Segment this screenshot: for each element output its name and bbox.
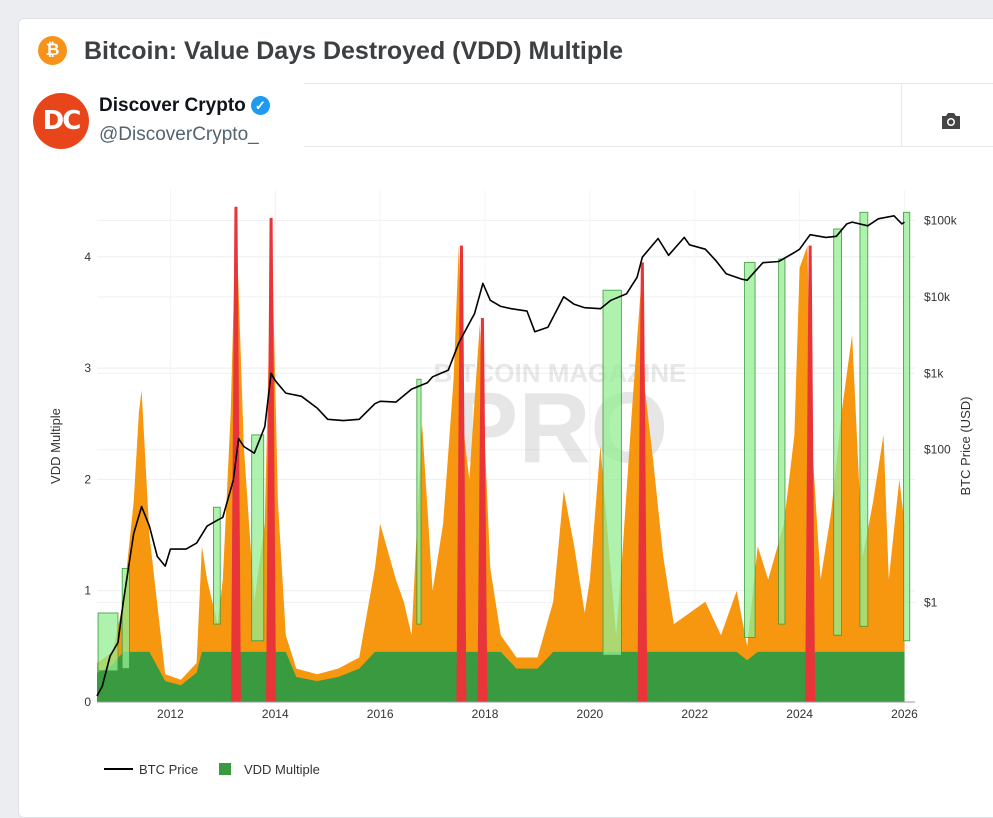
camera-icon[interactable] bbox=[940, 112, 962, 130]
legend-label-vdd-multiple: VDD Multiple bbox=[244, 762, 320, 777]
btc-price-path bbox=[96, 215, 905, 697]
y-axis-title-left: VDD Multiple bbox=[48, 408, 63, 484]
y-tick-left-2: 2 bbox=[84, 472, 91, 486]
legend-label-btc-price: BTC Price bbox=[139, 762, 198, 777]
y-axis-title-right: BTC Price (USD) bbox=[958, 397, 973, 496]
x-tick-2: 2016 bbox=[367, 707, 394, 721]
x-tick-0: 2012 bbox=[157, 707, 184, 721]
page-title: Bitcoin: Value Days Destroyed (VDD) Mult… bbox=[84, 37, 623, 65]
red-spike-4 bbox=[637, 262, 648, 702]
tweet-author[interactable]: Discover Crypto ✓ bbox=[99, 95, 270, 117]
bitcoin-icon: ₿ bbox=[38, 36, 67, 65]
green-band-5 bbox=[602, 289, 622, 656]
x-tick-5: 2022 bbox=[681, 707, 708, 721]
avatar[interactable]: DC bbox=[33, 93, 89, 149]
tweet-author-name: Discover Crypto bbox=[99, 95, 246, 116]
y-tick-right-1: $100 bbox=[924, 443, 951, 457]
green-band-7 bbox=[778, 258, 786, 625]
x-tick-4: 2020 bbox=[577, 707, 604, 721]
x-tick-6: 2024 bbox=[786, 707, 813, 721]
green-band-3 bbox=[251, 434, 265, 642]
toolbar-divider bbox=[901, 83, 902, 147]
y-tick-right-4: $100k bbox=[924, 213, 958, 227]
legend: BTC Price VDD Multiple bbox=[104, 762, 320, 777]
y-tick-right-3: $10k bbox=[924, 290, 951, 304]
y-tick-right-0: $1 bbox=[924, 596, 938, 610]
y-tick-left-0: 0 bbox=[84, 695, 91, 709]
y-tick-left-4: 4 bbox=[84, 250, 91, 264]
x-tick-1: 2014 bbox=[262, 707, 289, 721]
green-band-4 bbox=[416, 378, 422, 625]
x-tick-3: 2018 bbox=[472, 707, 499, 721]
y-tick-left-1: 1 bbox=[84, 584, 91, 598]
green-bands bbox=[97, 211, 911, 672]
red-spike-1 bbox=[266, 217, 277, 702]
red-spike-2 bbox=[456, 245, 467, 703]
vdd-chart: BITCOIN MAGAZINE PRO 01234$1$100$1k$10k$… bbox=[48, 190, 973, 777]
green-band-8 bbox=[833, 228, 842, 636]
verified-badge-icon: ✓ bbox=[250, 96, 270, 115]
green-band-2 bbox=[213, 506, 221, 625]
y-tick-right-2: $1k bbox=[924, 366, 944, 380]
green-band-6 bbox=[744, 261, 756, 638]
btc-price-line bbox=[96, 215, 905, 697]
green-band-10 bbox=[903, 211, 911, 642]
chart-header: ₿ Bitcoin: Value Days Destroyed (VDD) Mu… bbox=[19, 19, 993, 84]
green-band-9 bbox=[859, 211, 869, 627]
red-spike-5 bbox=[805, 245, 816, 703]
legend-swatch-vdd-multiple bbox=[219, 763, 231, 775]
x-tick-7: 2026 bbox=[891, 707, 918, 721]
green-band-1 bbox=[121, 568, 130, 670]
toolbar-bottom-rule bbox=[303, 146, 993, 147]
vdd-area bbox=[97, 212, 905, 703]
axes: 0 1 2 3 4 $1 $100 $1k $10k $100k 2012 2014 2016 2018 2… bbox=[48, 213, 973, 721]
vdd-green-area bbox=[97, 651, 905, 702]
tweet-handle[interactable]: @DiscoverCrypto_ bbox=[99, 124, 259, 145]
y-tick-left-3: 3 bbox=[84, 361, 91, 375]
tweet-attribution: DC Discover Crypto ✓ @DiscoverCrypto_ bbox=[19, 83, 304, 149]
red-spike-3 bbox=[477, 318, 488, 702]
